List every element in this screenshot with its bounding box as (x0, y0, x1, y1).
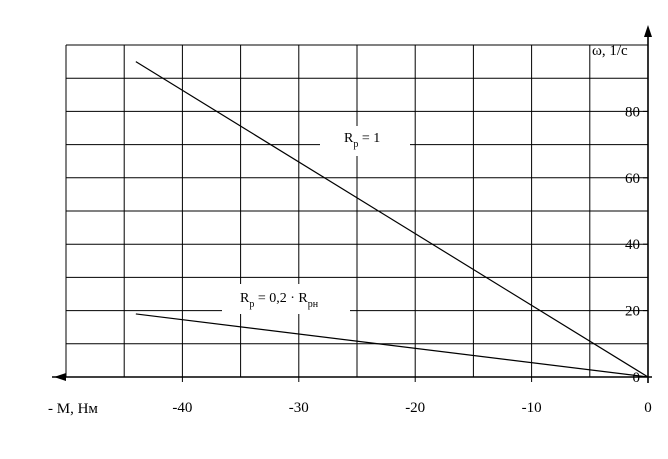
series-line-2 (135, 313, 649, 378)
y-axis-arrow (644, 25, 652, 37)
x-tick-label: -10 (522, 400, 542, 416)
series-lines (135, 61, 649, 378)
y-tick-label: 20 (625, 304, 640, 320)
x-axis-arrow (54, 373, 66, 381)
y-tick-label: 40 (625, 237, 640, 253)
series-line-1 (135, 61, 649, 378)
x-tick-label: -40 (172, 400, 192, 416)
series-2-label-bg (222, 284, 350, 314)
y-axis-label: ω, 1/c (592, 43, 628, 59)
axes (52, 25, 652, 383)
y-tick-label: 0 (633, 370, 641, 386)
y-tick-label: 60 (625, 171, 640, 187)
x-axis-label: - M, Нм (48, 401, 98, 417)
grid (65, 44, 649, 378)
x-tick-label: 0 (644, 400, 652, 416)
series-1-label-bg (320, 126, 410, 156)
series-2-label: Rp = 0,2 · Rpн (240, 291, 319, 310)
x-tick-label: -20 (405, 400, 425, 416)
y-tick-label: 80 (625, 104, 640, 120)
x-tick-label: -30 (289, 400, 309, 416)
series-1-label: Rp = 1 (344, 131, 380, 150)
tick-labels: -40 -30 -20 -10 00 20 40 60 80 (172, 104, 651, 416)
